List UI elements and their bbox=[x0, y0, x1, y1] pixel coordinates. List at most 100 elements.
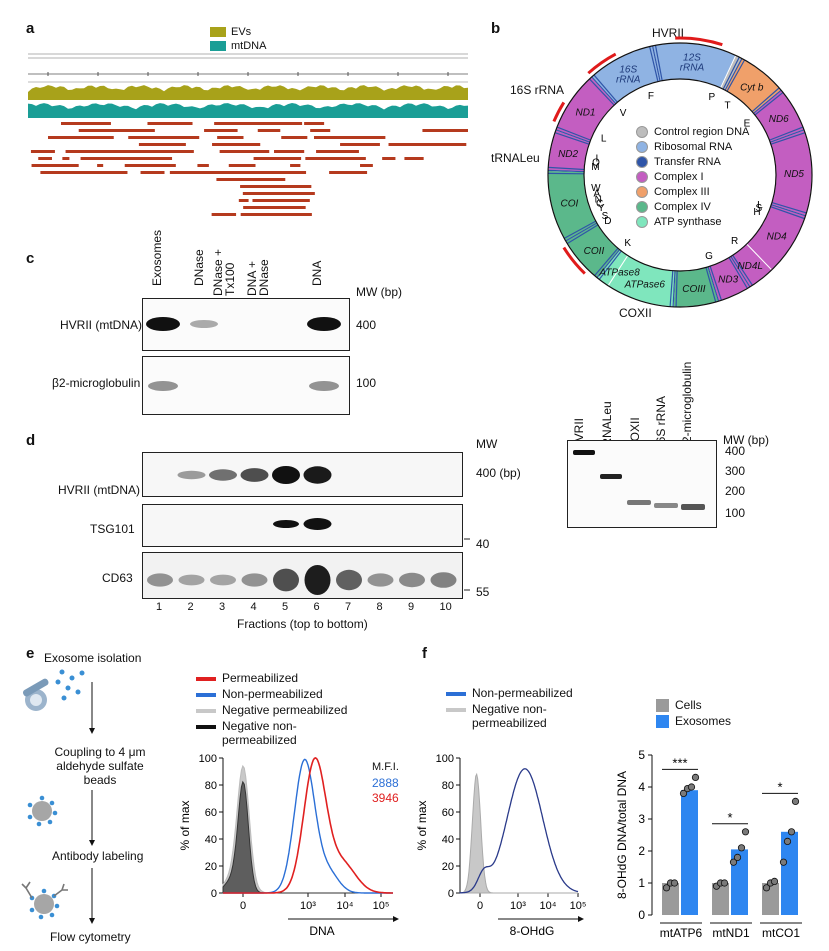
trna-letter: L bbox=[601, 134, 607, 145]
gene-label-cyt-b: Cyt b bbox=[740, 82, 764, 93]
trna-stripe bbox=[770, 129, 805, 143]
panel-letter-b: b bbox=[491, 20, 501, 37]
fraction-number: 9 bbox=[408, 601, 415, 613]
legend-line-swatch bbox=[446, 708, 466, 712]
trna-letter: M bbox=[591, 162, 599, 173]
gene-annotation bbox=[65, 150, 122, 153]
gene-annotation bbox=[316, 150, 359, 153]
gene-annotation bbox=[276, 199, 310, 202]
lane-label-dna: DNA bbox=[310, 260, 324, 286]
coxii-label: COXII bbox=[619, 306, 652, 320]
y-axis-label: % of max bbox=[415, 800, 429, 850]
fractions-axis-label: Fractions (top to bottom) bbox=[237, 617, 368, 631]
y-tick-label: 0 bbox=[211, 888, 217, 900]
highlight-arc bbox=[552, 101, 566, 123]
16s-rrna-label: 16S rRNA bbox=[510, 83, 565, 97]
right-gel-mw-300: 300 bbox=[725, 464, 746, 478]
x-tick-label: 10⁴ bbox=[337, 900, 354, 912]
mfi-non-permeabilized: 2888 bbox=[372, 776, 399, 790]
significance-marker: * bbox=[727, 810, 732, 825]
trna-stripe bbox=[649, 46, 659, 82]
trna-stripe bbox=[654, 45, 663, 81]
gene-annotation bbox=[240, 185, 295, 188]
trna-stripe bbox=[709, 265, 723, 301]
gene-annotation bbox=[404, 157, 424, 160]
trna-letter: K bbox=[624, 238, 631, 249]
right-gel-mw-100: 100 bbox=[725, 506, 746, 520]
gene-label-nd5: ND5 bbox=[784, 169, 804, 180]
gene-annotation bbox=[31, 164, 76, 167]
trna-letter: C bbox=[596, 199, 603, 210]
trna-letter: E bbox=[744, 119, 751, 130]
panel-c-mw-title: MW (bp) bbox=[356, 285, 402, 299]
panel-letter-c: c bbox=[26, 250, 35, 267]
data-point bbox=[737, 844, 746, 852]
evs-coverage-track bbox=[28, 85, 468, 100]
panel-letter-d: d bbox=[26, 432, 36, 449]
legend-label: Control region DNA bbox=[654, 125, 750, 138]
map-legend-row: Complex IV bbox=[636, 199, 749, 214]
gel-c-mw-100: 100 bbox=[356, 376, 377, 390]
bar-exosomes-mtnd1 bbox=[731, 849, 748, 915]
gene-annotation bbox=[97, 164, 104, 167]
gene-label-coi: COI bbox=[560, 199, 578, 210]
evs-swatch bbox=[210, 27, 226, 37]
gel-c-band-dnase bbox=[190, 320, 218, 328]
y-tick-label: 60 bbox=[205, 807, 217, 819]
trna-stripe bbox=[669, 270, 674, 307]
gene-annotation bbox=[313, 136, 353, 139]
panel-d-blots bbox=[142, 452, 470, 599]
gene-annotation bbox=[310, 129, 331, 132]
legend-label: Complex IV bbox=[654, 200, 711, 213]
trna-stripe bbox=[771, 202, 807, 214]
inner-ring bbox=[583, 78, 777, 272]
data-point bbox=[729, 858, 738, 866]
ohdg-bar-chart: 0 1 2 3 4 5 8-OHdG DNA/total DNA mtATP6 *** mtND1… bbox=[615, 748, 802, 940]
trna-stripe bbox=[596, 249, 621, 278]
trna-letter: V bbox=[620, 108, 627, 119]
legend-label: Negative non-permeabilized bbox=[472, 702, 547, 730]
y-tick-label: 1 bbox=[638, 876, 645, 890]
gene-annotation bbox=[254, 171, 307, 174]
panel-a-legend: EVs mtDNA bbox=[210, 25, 266, 53]
trna-stripe bbox=[724, 58, 743, 91]
legend-dot bbox=[636, 185, 648, 198]
gene-label-nd3: ND3 bbox=[718, 274, 738, 285]
trna-stripe bbox=[770, 206, 805, 220]
trna-stripe bbox=[728, 257, 748, 289]
step-flow-cytometry: Flow cytometry bbox=[50, 930, 131, 944]
panel-d-row-tsg101: TSG101 bbox=[90, 522, 135, 536]
x-tick-label: 10⁵ bbox=[570, 900, 587, 912]
gene-annotation bbox=[62, 157, 70, 160]
gel-c-band-exosomes bbox=[146, 317, 180, 331]
gene-annotation bbox=[225, 136, 244, 139]
exosomes-swatch bbox=[656, 714, 669, 728]
trna-stripe bbox=[707, 266, 720, 302]
trna-stripe bbox=[554, 132, 590, 145]
exosome-particles-icon bbox=[55, 669, 85, 701]
y-tick-label: 40 bbox=[205, 834, 217, 846]
gene-annotation bbox=[246, 192, 302, 195]
panel-d-mw-title: MW bbox=[476, 437, 498, 451]
trna-stripe bbox=[672, 270, 676, 307]
gene-annotation bbox=[214, 122, 246, 125]
blot-hvrii bbox=[142, 452, 463, 497]
mtdna-coverage-track bbox=[28, 103, 468, 118]
significance-marker: * bbox=[777, 779, 782, 794]
trna-stripe bbox=[594, 247, 619, 277]
data-point bbox=[791, 797, 800, 806]
mfi-title: M.F.I. bbox=[372, 761, 399, 773]
gene-annotation bbox=[238, 199, 249, 202]
gene-annotation bbox=[140, 150, 194, 153]
trna-letter: F bbox=[648, 91, 654, 102]
fraction-number: 6 bbox=[313, 601, 320, 613]
band-cd63-fraction bbox=[241, 573, 268, 587]
histogram-legend-row: Negative non-permeabilized bbox=[196, 719, 362, 747]
gene-annotation bbox=[215, 129, 233, 132]
panel-f-legend: Non-permeabilized Negative non-permeabili… bbox=[446, 686, 612, 730]
gene-annotation bbox=[274, 150, 305, 153]
trna-stripe bbox=[732, 254, 753, 286]
panel-letter-f: f bbox=[422, 645, 427, 662]
legend-label: Non-permeabilized bbox=[472, 686, 573, 700]
trna-stripe bbox=[730, 256, 751, 288]
